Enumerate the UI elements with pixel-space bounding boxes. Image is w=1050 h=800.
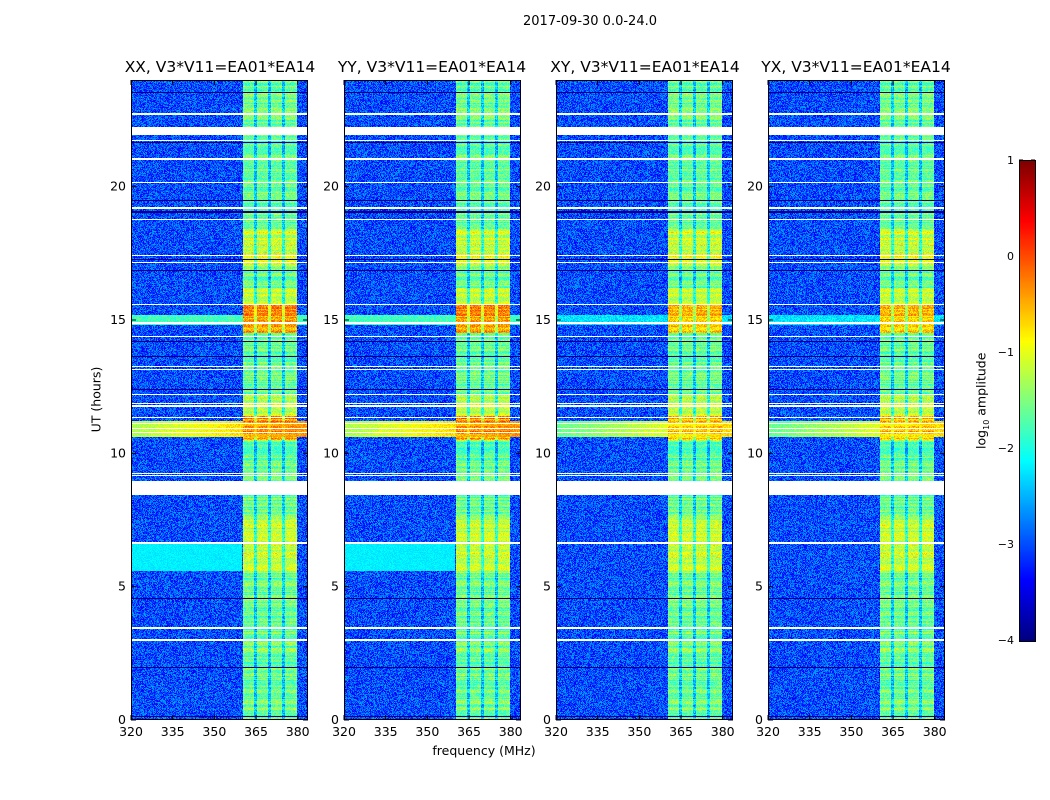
colorbar-label: log10 amplitude	[973, 352, 991, 449]
y-tick-label: 20	[323, 179, 339, 194]
heatmap-yy	[344, 80, 521, 720]
y-tick-label: 15	[110, 312, 126, 327]
x-tick-label: 350	[627, 724, 651, 739]
y-axis-label: UT (hours)	[88, 366, 104, 433]
colorbar-tick-label: −3	[998, 538, 1014, 551]
y-tick-label: 20	[747, 179, 763, 194]
x-tick-label: 380	[923, 724, 947, 739]
colorbar-tick-label: 0	[1007, 250, 1014, 263]
y-tick-label: 0	[755, 712, 763, 727]
x-tick-label: 380	[711, 724, 735, 739]
x-tick-label: 350	[202, 724, 226, 739]
y-tick-label: 20	[535, 179, 551, 194]
panel-title-yy: YY, V3*V11=EA01*EA14	[337, 58, 527, 76]
colorbar-tick-label: −4	[998, 634, 1014, 647]
y-tick-label: 15	[747, 312, 763, 327]
x-tick-label: 380	[286, 724, 310, 739]
colorbar-tick-label: −2	[998, 442, 1014, 455]
panel-title-xx: XX, V3*V11=EA01*EA14	[124, 58, 316, 76]
x-axis-label: frequency (MHz)	[432, 743, 536, 758]
x-tick-label: 350	[415, 724, 439, 739]
panel-title-xy: XY, V3*V11=EA01*EA14	[550, 58, 740, 76]
x-tick-label: 320	[544, 724, 568, 739]
axes-frame	[768, 80, 945, 720]
y-tick-label: 15	[535, 312, 551, 327]
y-tick-label: 20	[110, 179, 126, 194]
x-tick-label: 365	[457, 724, 481, 739]
x-tick-label: 320	[332, 724, 356, 739]
x-tick-label: 320	[756, 724, 780, 739]
x-tick-label: 365	[244, 724, 268, 739]
y-tick-label: 5	[118, 579, 126, 594]
x-tick-label: 335	[161, 724, 185, 739]
colorbar-tick-label: −1	[998, 346, 1014, 359]
y-tick-label: 5	[331, 579, 339, 594]
colorbar-tick-label: 1	[1007, 154, 1014, 167]
axes-frame	[344, 80, 521, 720]
x-tick-label: 380	[499, 724, 523, 739]
y-tick-label: 0	[118, 712, 126, 727]
figure-title: 2017-09-30 0.0-24.0	[523, 14, 657, 29]
x-tick-label: 365	[669, 724, 693, 739]
axes-frame	[556, 80, 733, 720]
y-tick-label: 5	[755, 579, 763, 594]
y-tick-label: 10	[110, 445, 126, 460]
y-tick-label: 15	[323, 312, 339, 327]
x-tick-label: 335	[374, 724, 398, 739]
y-tick-label: 0	[331, 712, 339, 727]
y-tick-label: 10	[747, 445, 763, 460]
axes-frame	[131, 80, 308, 720]
heatmap-xx	[131, 80, 308, 720]
x-tick-label: 365	[881, 724, 905, 739]
heatmap-yx	[768, 80, 945, 720]
y-tick-label: 0	[543, 712, 551, 727]
colorbar	[1019, 160, 1036, 642]
y-tick-label: 10	[323, 445, 339, 460]
heatmap-xy	[556, 80, 733, 720]
y-tick-label: 5	[543, 579, 551, 594]
x-tick-label: 335	[586, 724, 610, 739]
panel-title-yx: YX, V3*V11=EA01*EA14	[761, 58, 951, 76]
x-tick-label: 320	[119, 724, 143, 739]
x-tick-label: 350	[839, 724, 863, 739]
y-tick-label: 10	[535, 445, 551, 460]
x-tick-label: 335	[798, 724, 822, 739]
